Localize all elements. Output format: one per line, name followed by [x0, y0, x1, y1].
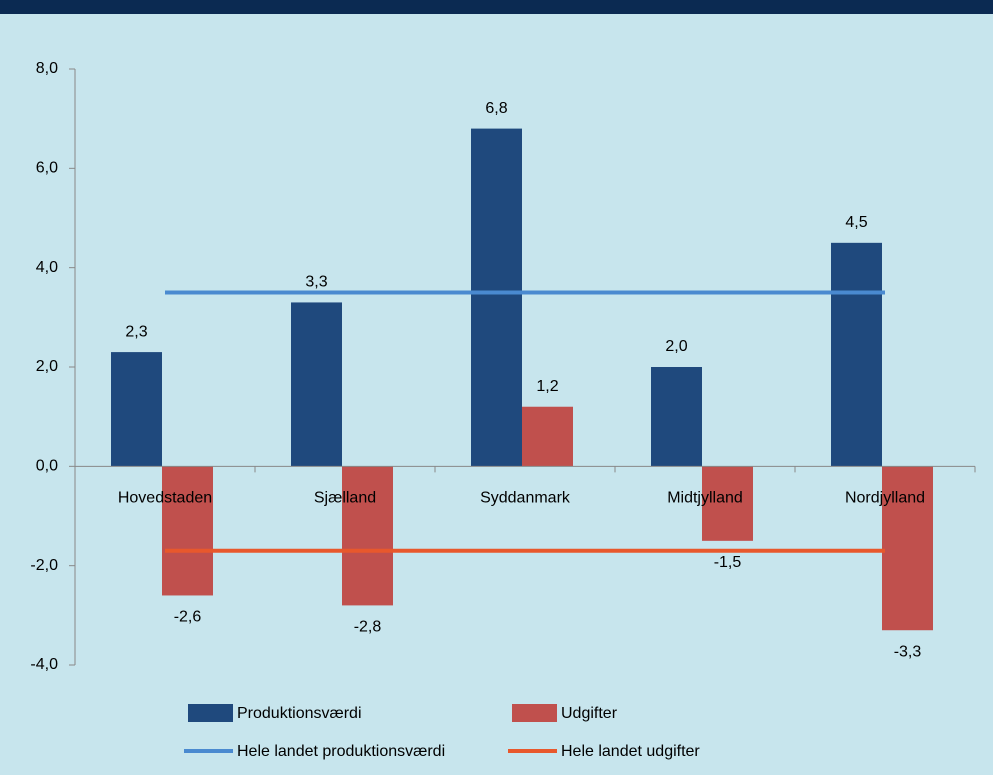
title-band — [0, 0, 993, 14]
x-tick-label: Nordjylland — [845, 490, 925, 507]
y-tick-label: -2,0 — [30, 557, 58, 574]
y-tick-label: 4,0 — [36, 259, 58, 276]
data-label: 4,5 — [845, 214, 867, 231]
x-tick-label: Midtjylland — [667, 490, 743, 507]
legend-label: Hele landet produktionsværdi — [237, 743, 445, 760]
data-label: 1,2 — [536, 378, 558, 395]
bar — [471, 128, 522, 467]
data-label: 6,8 — [485, 100, 507, 117]
x-tick-label: Hovedstaden — [118, 490, 212, 507]
data-label: 3,3 — [305, 274, 327, 291]
bar — [111, 352, 162, 467]
x-tick-label: Sjælland — [314, 490, 376, 507]
y-tick-label: 2,0 — [36, 358, 58, 375]
x-tick-label: Syddanmark — [480, 490, 571, 507]
bar — [291, 302, 342, 467]
data-label: 2,0 — [665, 338, 687, 355]
legend-label: Udgifter — [561, 705, 618, 722]
legend-label: Hele landet udgifter — [561, 743, 700, 760]
y-tick-label: -4,0 — [30, 656, 58, 673]
bar — [702, 466, 753, 541]
data-label: -1,5 — [714, 554, 742, 571]
legend-label: Produktionsværdi — [237, 705, 362, 722]
legend-swatch — [188, 704, 233, 722]
legend-swatch — [512, 704, 557, 722]
y-tick-label: 0,0 — [36, 458, 58, 475]
bar — [831, 242, 882, 467]
data-label: 2,3 — [125, 323, 147, 340]
y-tick-label: 6,0 — [36, 160, 58, 177]
bar — [882, 466, 933, 631]
bar — [162, 466, 213, 596]
data-label: -2,8 — [354, 619, 382, 636]
bar — [342, 466, 393, 606]
data-label: -2,6 — [174, 609, 202, 626]
bar — [522, 406, 573, 467]
bar — [651, 367, 702, 467]
y-tick-label: 8,0 — [36, 60, 58, 77]
data-label: -3,3 — [894, 643, 922, 660]
